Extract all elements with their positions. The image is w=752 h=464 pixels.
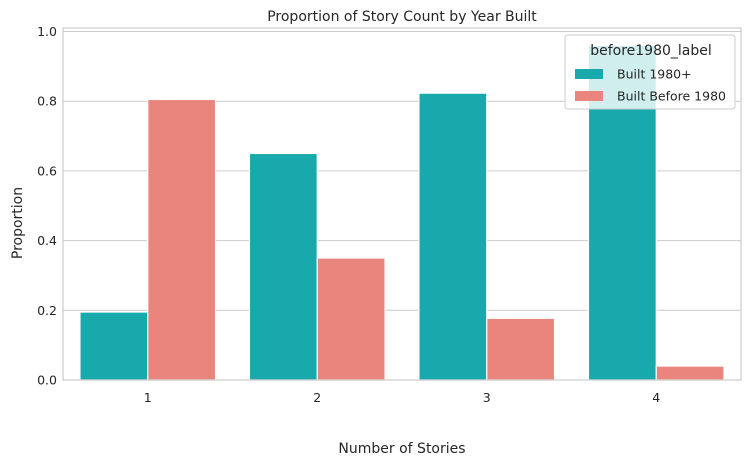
y-tick-label: 0.4: [37, 233, 57, 248]
x-axis-label: Number of Stories: [338, 441, 465, 457]
y-tick-label: 0.2: [37, 303, 57, 318]
y-tick-label: 1.0: [37, 24, 57, 39]
x-tick-label: 1: [144, 390, 152, 405]
legend-label: Built Before 1980: [617, 89, 726, 104]
x-tick-label: 2: [313, 390, 321, 405]
bar-built-before-1980-2: [316, 257, 386, 381]
x-tick-label: 4: [652, 390, 660, 405]
bar-built-before-1980-1: [147, 98, 217, 381]
chart-title: Proportion of Story Count by Year Built: [267, 9, 537, 25]
bar-built-before-1980-4: [655, 365, 725, 381]
y-axis-label: Proportion: [10, 187, 26, 259]
legend: before1980_label Built 1980+ Built Before…: [564, 34, 736, 110]
plot-frame: [62, 27, 742, 381]
y-axis-ticks: 0.0 0.2 0.4 0.6 0.8 1.0: [37, 24, 57, 388]
y-tick-label: 0.0: [37, 373, 57, 388]
legend-swatch: [575, 91, 603, 101]
x-axis-ticks: 1 2 3 4: [144, 390, 661, 405]
bar-built-before-1980-3: [486, 317, 556, 381]
bar-built-1980-plus-3: [418, 92, 488, 381]
y-tick-label: 0.8: [37, 94, 57, 109]
bar-built-1980-plus-1: [79, 311, 149, 381]
legend-label: Built 1980+: [617, 67, 692, 82]
legend-box: [564, 34, 736, 110]
y-tick-label: 0.6: [37, 163, 57, 178]
bar-built-1980-plus-2: [248, 152, 318, 381]
legend-swatch: [575, 69, 603, 79]
legend-title: before1980_label: [590, 43, 712, 59]
x-tick-label: 3: [483, 390, 491, 405]
